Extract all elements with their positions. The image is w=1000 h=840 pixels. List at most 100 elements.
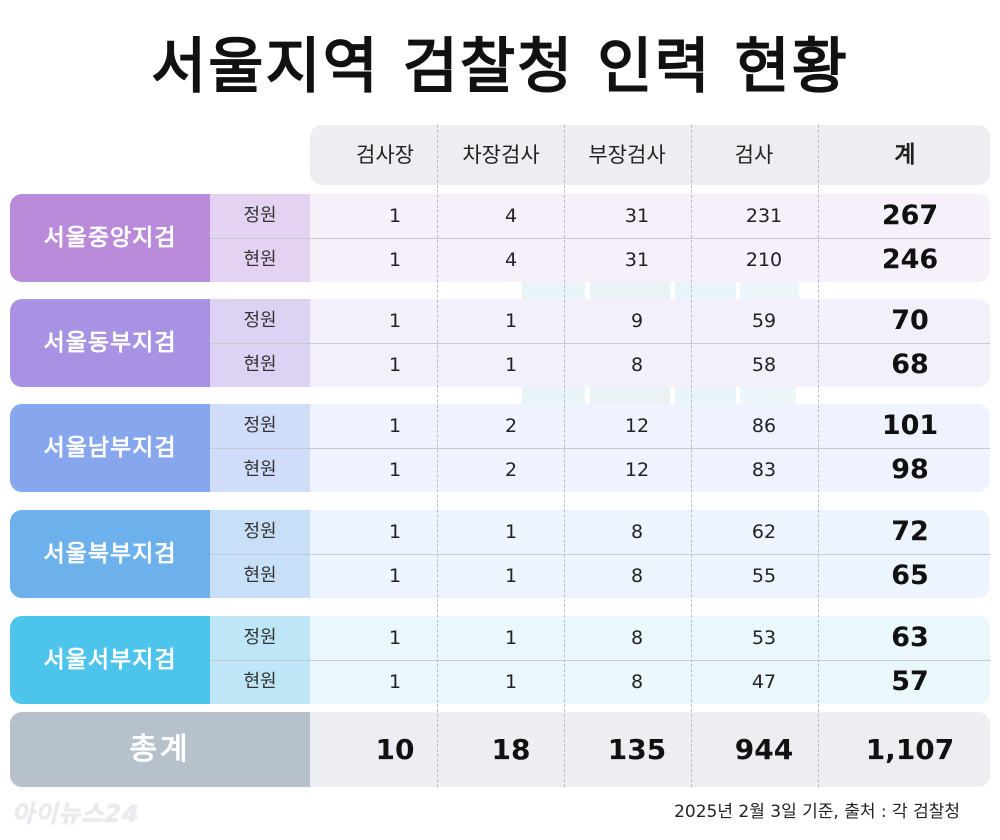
- row-divider: [210, 238, 990, 239]
- cell-chief: 1: [388, 671, 402, 693]
- row-label: 현원: [243, 565, 277, 586]
- column-divider: [818, 125, 819, 787]
- column-divider: [437, 125, 438, 787]
- cell-deputy: 2: [504, 415, 518, 437]
- cell-deputy: 1: [504, 521, 518, 543]
- table-row: 정원 1 2 12 86 101: [10, 404, 990, 448]
- cell-head: 8: [630, 627, 644, 649]
- cell-prosecutor: 58: [751, 354, 777, 376]
- cell-chief: 1: [388, 354, 402, 376]
- cell-head: 12: [624, 415, 650, 437]
- cell-deputy: 1: [504, 671, 518, 693]
- row-label: 정원: [243, 205, 277, 226]
- cell-chief: 1: [388, 565, 402, 587]
- cell-prosecutor: 210: [745, 249, 783, 271]
- row-label: 현원: [243, 249, 277, 270]
- col-header-total: 계: [894, 142, 916, 168]
- row-label: 정원: [243, 310, 277, 331]
- office-group-west: 서울서부지검 정원 1 1 8 53 63 현원 1 1 8 47 57: [10, 616, 990, 704]
- cell-head: 31: [624, 249, 650, 271]
- cell-chief: 1: [388, 205, 402, 227]
- cell-prosecutor: 47: [751, 671, 777, 693]
- row-label: 현원: [243, 354, 277, 375]
- cell-chief: 1: [388, 249, 402, 271]
- cell-chief: 1: [388, 459, 402, 481]
- office-name: 서울북부지검: [10, 510, 210, 598]
- cell-head: 31: [624, 205, 650, 227]
- summary-row: 총계 10 18 135 944 1,107: [10, 712, 990, 787]
- col-header-prosecutor: 검사: [734, 143, 774, 167]
- cell-deputy: 1: [504, 354, 518, 376]
- cell-total: 98: [891, 454, 929, 485]
- table-row: 정원 1 1 9 59 70: [10, 299, 990, 343]
- cell-deputy: 4: [504, 205, 518, 227]
- office-name: 서울서부지검: [10, 616, 210, 704]
- cell-deputy: 1: [504, 627, 518, 649]
- office-name: 서울중앙지검: [10, 194, 210, 282]
- office-group-central: 서울중앙지검 정원 1 4 31 231 267 현원 1 4 31 210 2…: [10, 194, 990, 282]
- cell-deputy: 1: [504, 310, 518, 332]
- table-row: 정원 1 1 8 53 63: [10, 616, 990, 660]
- cell-head: 8: [630, 354, 644, 376]
- col-header-deputy: 차장검사: [462, 143, 540, 167]
- cell-prosecutor: 55: [751, 565, 777, 587]
- cell-chief: 1: [388, 521, 402, 543]
- column-divider: [564, 125, 565, 787]
- row-divider: [210, 660, 990, 661]
- cell-head: 12: [624, 459, 650, 481]
- table-row: 현원 1 1 8 47 57: [10, 660, 990, 704]
- table-row: 현원 1 1 8 55 65: [10, 554, 990, 598]
- office-name: 서울남부지검: [10, 404, 210, 492]
- row-label: 정원: [243, 415, 277, 436]
- cell-chief: 1: [388, 415, 402, 437]
- table-row: 현원 1 1 8 58 68: [10, 343, 990, 387]
- summary-deputy: 18: [491, 733, 531, 766]
- summary-label: 총계: [10, 712, 310, 787]
- row-divider: [210, 554, 990, 555]
- cell-prosecutor: 86: [751, 415, 777, 437]
- col-header-chief: 검사장: [356, 143, 414, 167]
- cell-head: 8: [630, 565, 644, 587]
- cell-prosecutor: 59: [751, 310, 777, 332]
- summary-prosecutor: 944: [734, 733, 794, 766]
- row-label: 정원: [243, 627, 277, 648]
- source-note: 2025년 2월 3일 기준, 출처 : 각 검찰청: [674, 802, 960, 822]
- table-row: 정원 1 1 8 62 72: [10, 510, 990, 554]
- summary-chief: 10: [375, 733, 415, 766]
- cell-total: 101: [881, 410, 939, 441]
- cell-deputy: 1: [504, 565, 518, 587]
- cell-deputy: 2: [504, 459, 518, 481]
- office-group-east: 서울동부지검 정원 1 1 9 59 70 현원 1 1 8 58 68: [10, 299, 990, 387]
- row-label: 정원: [243, 521, 277, 542]
- row-label: 현원: [243, 459, 277, 480]
- table-row: 정원 1 4 31 231 267: [10, 194, 990, 238]
- office-group-south: 서울남부지검 정원 1 2 12 86 101 현원 1 2 12 83 98: [10, 404, 990, 492]
- cell-chief: 1: [388, 310, 402, 332]
- cell-total: 70: [891, 305, 929, 336]
- row-divider: [210, 448, 990, 449]
- column-divider: [691, 125, 692, 787]
- cell-total: 246: [881, 244, 939, 275]
- cell-total: 65: [891, 560, 929, 591]
- cell-head: 9: [630, 310, 644, 332]
- column-header-row: [310, 125, 990, 185]
- table-row: 현원 1 2 12 83 98: [10, 448, 990, 492]
- row-divider: [210, 343, 990, 344]
- cell-total: 68: [891, 349, 929, 380]
- cell-total: 72: [891, 516, 929, 547]
- cell-total: 63: [891, 622, 929, 653]
- office-group-north: 서울북부지검 정원 1 1 8 62 72 현원 1 1 8 55 65: [10, 510, 990, 598]
- summary-total: 1,107: [865, 733, 955, 766]
- summary-head: 135: [607, 733, 667, 766]
- office-name: 서울동부지검: [10, 299, 210, 387]
- cell-prosecutor: 62: [751, 521, 777, 543]
- table-row: 현원 1 4 31 210 246: [10, 238, 990, 282]
- cell-chief: 1: [388, 627, 402, 649]
- cell-prosecutor: 83: [751, 459, 777, 481]
- cell-prosecutor: 53: [751, 627, 777, 649]
- row-label: 현원: [243, 671, 277, 692]
- cell-total: 267: [881, 200, 939, 231]
- col-header-head: 부장검사: [588, 143, 666, 167]
- cell-head: 8: [630, 521, 644, 543]
- cell-prosecutor: 231: [745, 205, 783, 227]
